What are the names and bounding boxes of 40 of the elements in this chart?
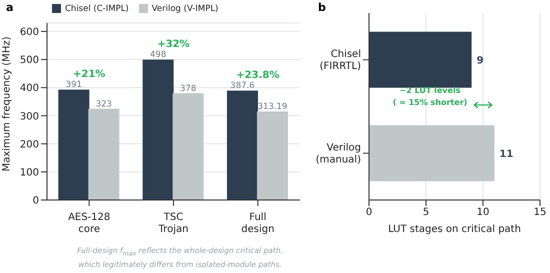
y-tick-label: 0 [32, 196, 39, 207]
annotation: +23.8% [236, 70, 280, 82]
y-tick-label: 300 [20, 111, 39, 122]
data-label: 387.6 [230, 81, 255, 92]
chart-title: b [318, 1, 326, 14]
annotation: +32% [157, 39, 190, 50]
data-label: 391 [66, 80, 82, 90]
legend-label: Verilog (V-IMPL) [152, 4, 218, 14]
x-tick-label: 0 [366, 207, 372, 218]
y-tick-label: 500 [20, 55, 39, 66]
y-tick-label: 200 [20, 139, 39, 150]
legend-label: Chisel (C-IMPL) [65, 4, 129, 14]
annotation: −2 LUT levels ( ≈ 15% shorter) [392, 85, 468, 109]
x-tick-label: AES-128 core [68, 212, 110, 235]
data-label: 378 [180, 84, 196, 94]
y-tick-label: 600 [20, 26, 39, 38]
x-tick-label: Full design [241, 212, 274, 235]
y-tick-label: 100 [20, 167, 39, 178]
bar [226, 90, 258, 200]
bar [172, 93, 204, 200]
y-axis-title: Maximum frequency (MHz) [2, 36, 13, 172]
x-tick-label: 15 [534, 207, 546, 218]
y-tick-label: 400 [20, 83, 39, 94]
data-label: 9 [476, 55, 484, 66]
annotation: +21% [73, 69, 106, 80]
data-label: 11 [499, 148, 514, 160]
data-label: 323 [96, 99, 112, 110]
bar [142, 60, 174, 200]
bar [58, 90, 90, 200]
chart-title: a [6, 1, 14, 14]
x-axis-title: LUT stages on critical path [388, 224, 521, 235]
data-label: 498 [150, 50, 166, 60]
x-tick-label: TSC Trojan [158, 212, 188, 235]
data-label: 313.19 [258, 102, 288, 112]
x-tick-label: 10 [476, 207, 490, 218]
bar [256, 112, 288, 200]
bar [88, 108, 120, 200]
y-tick-label: Verilog (manual) [316, 142, 362, 166]
y-tick-label: Chisel (FIRRTL) [320, 48, 362, 72]
x-tick-label: 5 [422, 207, 430, 218]
